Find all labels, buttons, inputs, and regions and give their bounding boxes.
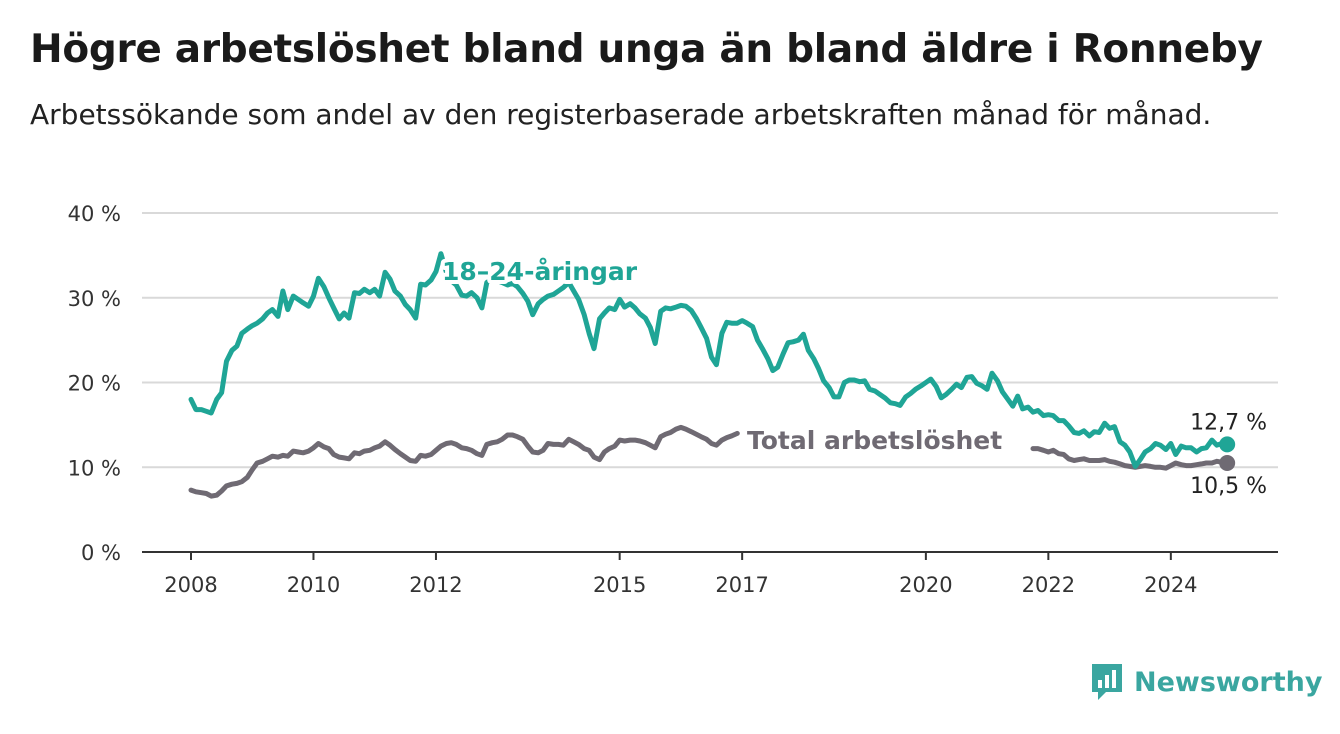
x-tick-label: 2010 bbox=[287, 573, 340, 597]
series-end-marker bbox=[1219, 455, 1236, 472]
x-tick-label: 2015 bbox=[593, 573, 646, 597]
y-tick-label: 0 % bbox=[81, 541, 121, 565]
x-tick-label: 2008 bbox=[164, 573, 217, 597]
chart-title: Högre arbetslöshet bland unga än bland ä… bbox=[30, 27, 1263, 72]
series-line-total bbox=[188, 424, 740, 499]
series-line-youth bbox=[188, 251, 1230, 469]
series-end-marker bbox=[1219, 436, 1236, 453]
newsworthy-logo-icon bbox=[1092, 664, 1122, 700]
x-tick-label: 2024 bbox=[1144, 573, 1197, 597]
series-lines bbox=[188, 251, 1236, 499]
y-tick-label: 10 % bbox=[68, 456, 121, 480]
series-end-value: 10,5 % bbox=[1190, 474, 1267, 499]
newsworthy-logo: Newsworthy bbox=[1090, 660, 1322, 704]
y-tick-label: 40 % bbox=[68, 202, 121, 226]
chart-subtitle: Arbetssökande som andel av den registerb… bbox=[30, 98, 1212, 131]
axes: 0 % 10 % 20 % 30 % 40 % 2008 2010 2012 2015 2017 2… bbox=[68, 202, 1278, 597]
y-tick-label: 30 % bbox=[68, 287, 121, 311]
series-label-youth: 18–24-åringar bbox=[442, 257, 638, 286]
y-tick-label: 20 % bbox=[68, 372, 121, 396]
series-end-value: 12,7 % bbox=[1190, 410, 1267, 435]
brand-name: Newsworthy bbox=[1134, 666, 1323, 698]
series-label-total: Total arbetslöshet bbox=[747, 426, 1002, 455]
x-tick-label: 2020 bbox=[899, 573, 952, 597]
series-labels: 12,7 % 10,5 % 18–24-åringar Total arbetslös… bbox=[438, 253, 1267, 499]
x-tick-label: 2012 bbox=[409, 573, 462, 597]
x-tick-label: 2017 bbox=[715, 573, 768, 597]
grid-lines bbox=[142, 212, 1278, 469]
x-tick-label: 2022 bbox=[1022, 573, 1075, 597]
series-line-total bbox=[1030, 446, 1230, 471]
